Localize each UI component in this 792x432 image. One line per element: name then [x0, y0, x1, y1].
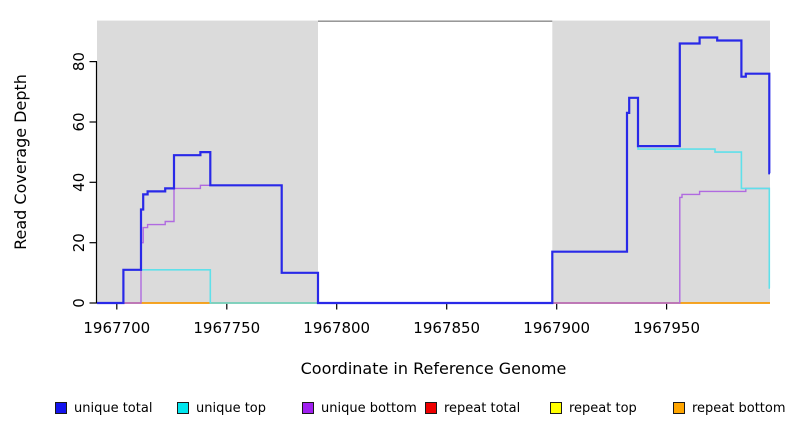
- legend-item-repeat-total: repeat total: [425, 397, 520, 419]
- legend-item-unique-bottom: unique bottom: [302, 397, 417, 419]
- legend-item-unique-top: unique top: [177, 397, 266, 419]
- shaded-region: [97, 20, 318, 303]
- legend-label: unique bottom: [321, 400, 417, 416]
- legend-swatch-unique-top: [177, 402, 189, 414]
- x-tick-label: 1967900: [523, 319, 590, 337]
- legend: unique total unique top unique bottom repea…: [0, 397, 792, 421]
- legend-label: repeat top: [569, 400, 637, 416]
- y-tick-label: 40: [70, 173, 88, 192]
- legend-label: repeat total: [444, 400, 521, 416]
- y-axis-title: Read Coverage Depth: [11, 74, 30, 250]
- y-tick-label: 60: [70, 112, 88, 131]
- legend-item-unique-total: unique total: [55, 397, 152, 419]
- series-unique-total-line: [97, 36, 771, 305]
- legend-swatch-repeat-bottom: [673, 402, 685, 414]
- x-axis-title: Coordinate in Reference Genome: [301, 359, 567, 378]
- x-tick-label: 1967950: [633, 319, 700, 337]
- legend-swatch-unique-total: [55, 402, 67, 414]
- legend-item-repeat-bottom: repeat bottom: [673, 397, 786, 419]
- legend-swatch-repeat-top: [550, 402, 562, 414]
- x-tick-label: 1967850: [413, 319, 480, 337]
- y-tick-label: 20: [70, 233, 88, 252]
- legend-label: repeat bottom: [692, 400, 786, 416]
- legend-label: unique top: [196, 400, 267, 416]
- legend-swatch-repeat-total: [425, 402, 437, 414]
- x-tick-label: 1967700: [83, 319, 150, 337]
- x-tick-label: 1967800: [303, 319, 370, 337]
- x-tick-label: 1967750: [193, 319, 260, 337]
- y-tick-label: 80: [70, 52, 88, 71]
- legend-swatch-unique-bottom: [302, 402, 314, 414]
- y-tick-label: 0: [70, 298, 88, 308]
- shaded-region: [552, 20, 770, 303]
- legend-label: unique total: [74, 400, 153, 416]
- legend-item-repeat-top: repeat top: [550, 397, 637, 419]
